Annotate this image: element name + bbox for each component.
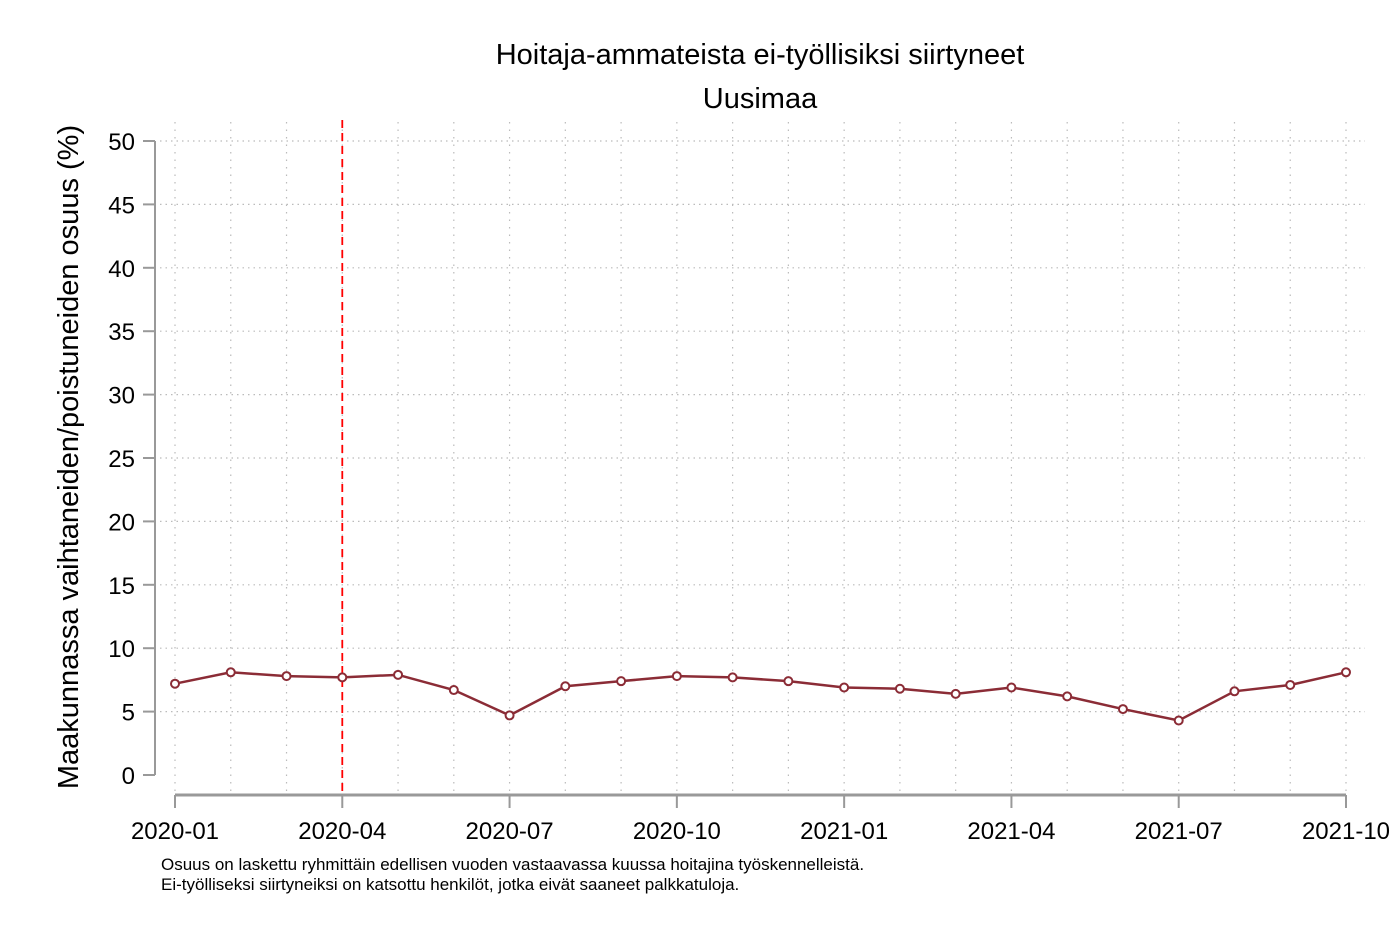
y-tick-label: 10	[108, 636, 135, 663]
grid	[160, 122, 1365, 792]
x-tick-label: 2020-04	[298, 818, 386, 845]
data-point	[170, 678, 180, 689]
data-point	[560, 681, 571, 692]
data-point	[839, 682, 850, 693]
y-tick-label: 30	[108, 383, 135, 410]
y-tick-label: 45	[108, 192, 135, 219]
x-tick-label: 2020-07	[466, 818, 554, 845]
x-tick-label: 2021-10	[1302, 818, 1390, 845]
y-tick-label: 50	[108, 129, 135, 156]
x-tick-label: 2021-04	[967, 818, 1055, 845]
note-2: Ei-työlliseksi siirtyneiksi on katsottu …	[161, 875, 739, 894]
y-tick-label: 35	[108, 319, 135, 346]
series-line	[174, 671, 1347, 722]
axes: 0 5 10 15 20 25 30 35 40 45 50 2020-01 2020-04 2020-0…	[108, 129, 1390, 845]
data-point	[894, 683, 905, 694]
x-tick-label: 2021-07	[1135, 818, 1223, 845]
data-point	[225, 667, 236, 678]
data-point	[1229, 686, 1240, 697]
series	[170, 120, 1351, 795]
data-point	[1285, 679, 1296, 690]
x-tick-label: 2020-01	[131, 818, 219, 845]
data-point	[1006, 682, 1017, 693]
data-point	[950, 688, 961, 699]
data-point	[783, 676, 794, 687]
x-tick-label: 2020-10	[633, 818, 721, 845]
data-point	[1117, 704, 1128, 715]
y-axis-label: Maakunnassa vaihtaneiden/poistuneiden os…	[53, 125, 85, 789]
x-tick-label: 2021-01	[800, 818, 888, 845]
y-tick-label: 20	[108, 509, 135, 536]
data-point	[727, 672, 738, 683]
y-tick-label: 25	[108, 446, 135, 473]
note-1: Osuus on laskettu ryhmittäin edellisen v…	[161, 855, 864, 874]
data-point	[393, 669, 404, 680]
data-point	[337, 672, 348, 683]
data-point	[1341, 667, 1351, 678]
data-point	[281, 671, 292, 682]
data-point	[504, 710, 515, 721]
data-point	[616, 676, 627, 687]
data-point	[671, 671, 682, 682]
y-tick-label: 15	[108, 573, 135, 600]
y-tick-label: 0	[122, 763, 135, 790]
data-point	[1173, 715, 1184, 726]
y-tick-label: 5	[122, 700, 135, 727]
y-tick-label: 40	[108, 256, 135, 283]
data-point	[448, 685, 459, 696]
chart-title: Hoitaja-ammateista ei-työllisiksi siirty…	[496, 39, 1025, 71]
data-point	[1062, 691, 1073, 702]
chart-subtitle: Uusimaa	[703, 83, 818, 115]
